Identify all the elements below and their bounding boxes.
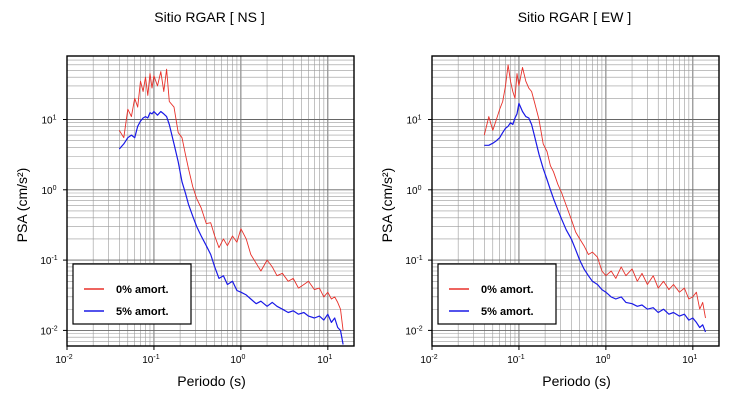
chart-ew: Sitio RGAR [ EW ] 10-2 10-1 100 101 10-2 10-1 1… bbox=[379, 9, 720, 389]
x-axis-label: Periodo (s) bbox=[177, 373, 245, 389]
series-group bbox=[483, 64, 707, 333]
plot-frame bbox=[66, 55, 355, 347]
plot-frame bbox=[431, 55, 720, 347]
x-tick-label: 10-1 bbox=[142, 354, 159, 366]
grid bbox=[67, 56, 354, 346]
y-axis-label: PSA (cm/s²) bbox=[379, 168, 395, 243]
series-group bbox=[118, 68, 344, 345]
x-tick-label: 101 bbox=[317, 354, 332, 366]
y-tick-label: 100 bbox=[406, 185, 421, 197]
x-tick-label: 100 bbox=[595, 354, 610, 366]
y-tick-label: 100 bbox=[41, 185, 56, 197]
x-axis-label: Periodo (s) bbox=[542, 373, 610, 389]
series-line-amort-0 bbox=[118, 68, 344, 331]
legend-box bbox=[72, 263, 192, 325]
legend-box bbox=[437, 263, 557, 325]
legend: 0% amort. 5% amort. bbox=[72, 263, 192, 325]
chart-title: Sitio RGAR [ EW ] bbox=[518, 9, 632, 25]
x-tick-label: 10-1 bbox=[507, 354, 524, 366]
chart-ns: Sitio RGAR [ NS ] 10-2 10-1 100 101 10-2 10-1 1… bbox=[14, 9, 355, 389]
y-tick-label: 10-1 bbox=[405, 255, 422, 267]
x-tick-label: 10-2 bbox=[420, 354, 437, 366]
legend-label: 0% amort. bbox=[116, 284, 169, 296]
x-tick-label: 10-2 bbox=[55, 354, 72, 366]
y-axis-label: PSA (cm/s²) bbox=[14, 168, 30, 243]
legend-label: 0% amort. bbox=[481, 284, 534, 296]
series-line-amort-5 bbox=[484, 102, 707, 333]
legend-label: 5% amort. bbox=[116, 306, 169, 318]
series-line-amort-0 bbox=[483, 64, 706, 319]
chart-title: Sitio RGAR [ NS ] bbox=[154, 9, 264, 25]
y-tick-label: 10-2 bbox=[405, 325, 422, 337]
y-tick-label: 101 bbox=[41, 114, 56, 126]
y-tick-label: 101 bbox=[406, 114, 421, 126]
series-line-amort-5 bbox=[118, 110, 344, 345]
legend: 0% amort. 5% amort. bbox=[437, 263, 557, 325]
legend-label: 5% amort. bbox=[481, 306, 534, 318]
x-tick-label: 101 bbox=[682, 354, 697, 366]
x-tick-label: 100 bbox=[230, 354, 245, 366]
y-tick-label: 10-2 bbox=[40, 325, 57, 337]
y-tick-label: 10-1 bbox=[40, 255, 57, 267]
